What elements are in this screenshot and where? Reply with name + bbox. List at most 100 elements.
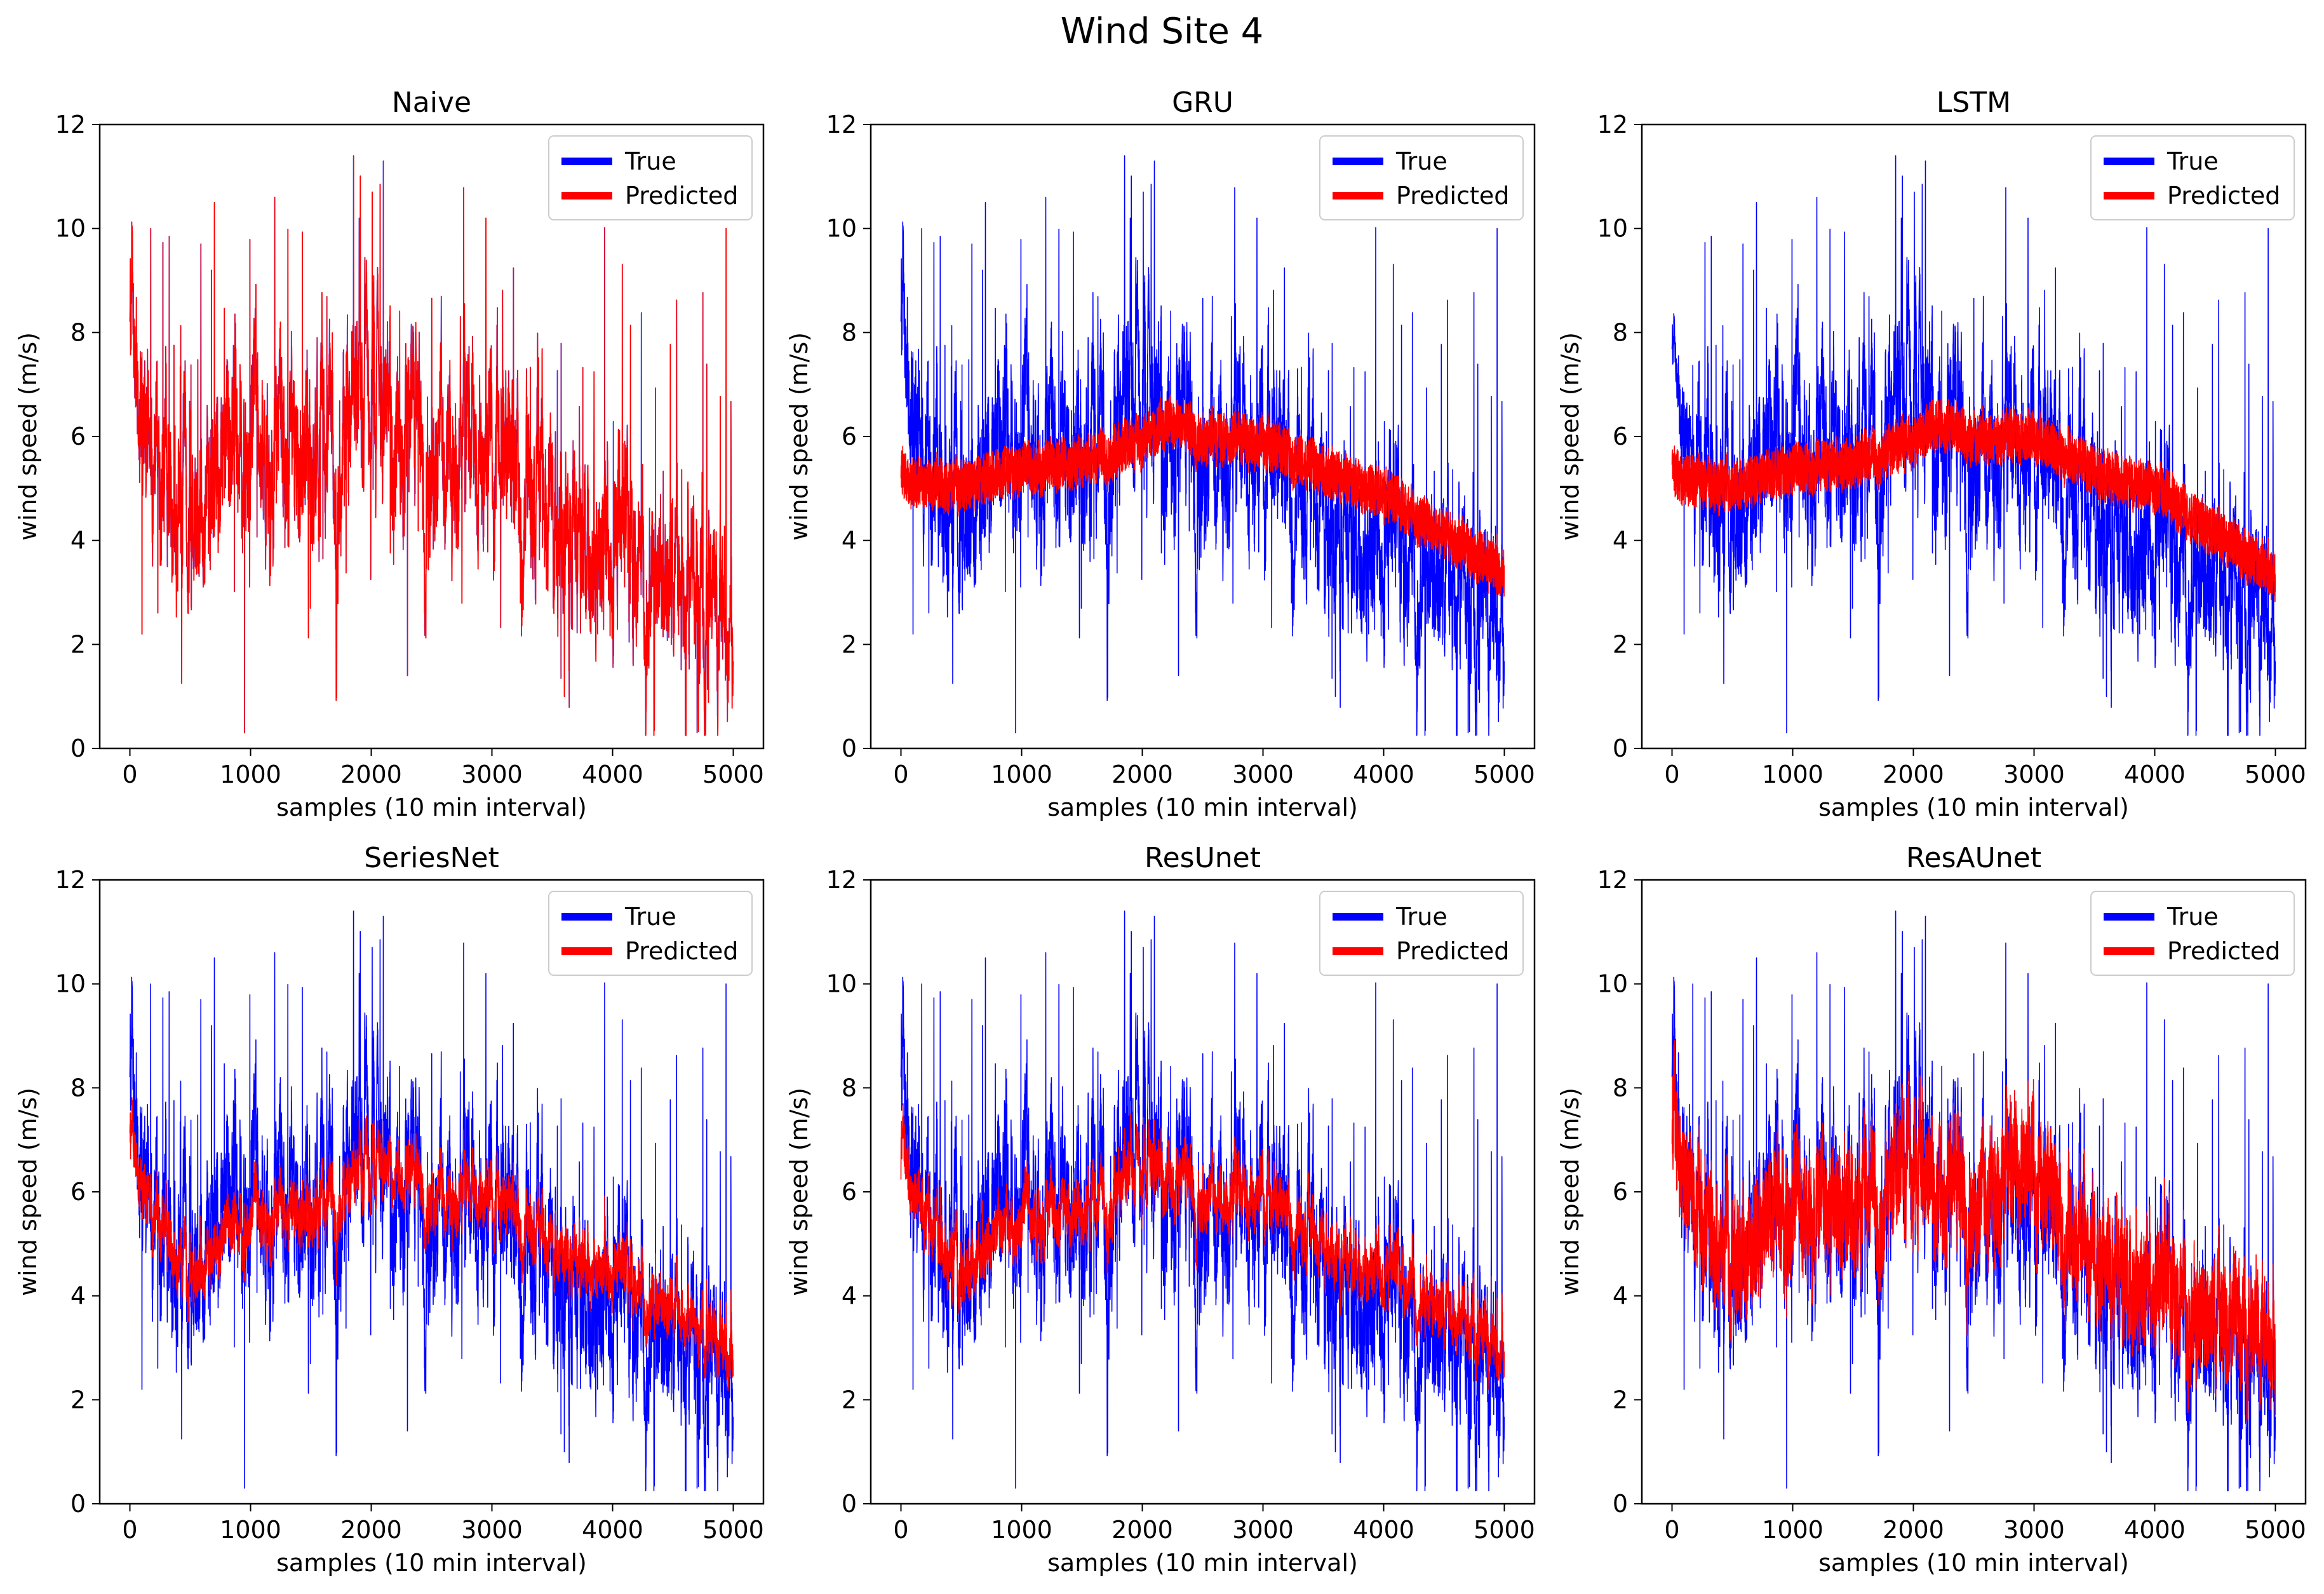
- y-tick-label: 2: [1613, 630, 1628, 658]
- x-tick-label: 3000: [1232, 1516, 1294, 1544]
- y-tick-label: 12: [55, 866, 86, 894]
- y-tick-label: 6: [71, 1178, 86, 1206]
- y-tick-label: 2: [842, 1386, 857, 1414]
- series-predicted-line: [1671, 1040, 2276, 1421]
- panel-title: GRU: [1172, 86, 1233, 119]
- x-tick-label: 4000: [1353, 760, 1414, 788]
- y-axis-label: wind speed (m/s): [14, 1088, 42, 1296]
- series-predicted-line: [129, 1097, 734, 1391]
- y-tick-label: 10: [826, 215, 857, 243]
- y-tick-label: 2: [1613, 1386, 1628, 1414]
- y-tick-label: 8: [71, 1074, 86, 1102]
- y-tick-label: 12: [1597, 866, 1628, 894]
- x-tick-label: 3000: [461, 1516, 523, 1544]
- y-tick-label: 4: [71, 527, 86, 555]
- x-tick-label: 2000: [340, 1516, 402, 1544]
- y-tick-label: 12: [826, 111, 857, 138]
- legend-label-predicted: Predicted: [1396, 182, 1509, 210]
- legend-label-true: True: [2166, 147, 2219, 175]
- y-axis-label: wind speed (m/s): [1556, 332, 1584, 541]
- panel-naive: 0 1000 2000 3000 4000 5000 0 2 4 6 8 10 12 Naive sampl…: [14, 86, 765, 821]
- x-tick-label: 4000: [1353, 1516, 1414, 1544]
- x-tick-label: 2000: [1883, 760, 1944, 788]
- y-tick-label: 10: [55, 215, 86, 243]
- series-predicted-line: [1671, 399, 2276, 603]
- y-tick-label: 12: [55, 111, 86, 138]
- x-tick-label: 0: [122, 760, 137, 788]
- x-tick-label: 5000: [702, 760, 764, 788]
- x-axis-label: samples (10 min interval): [1818, 1549, 2129, 1577]
- y-axis-label: wind speed (m/s): [1556, 1088, 1584, 1296]
- x-tick-label: 0: [893, 760, 908, 788]
- panel-title: Naive: [392, 86, 471, 119]
- x-axis-label: samples (10 min interval): [1818, 794, 2129, 821]
- y-tick-label: 8: [842, 318, 857, 346]
- y-tick-label: 10: [1597, 970, 1628, 998]
- panel-seriesnet: 0 1000 2000 3000 4000 5000 0 2 4 6 8 10 12 SeriesNet s…: [14, 842, 765, 1577]
- x-tick-label: 3000: [461, 760, 523, 788]
- legend-label-true: True: [624, 903, 676, 931]
- y-tick-label: 8: [71, 318, 86, 346]
- y-tick-label: 2: [842, 630, 857, 658]
- y-tick-label: 6: [842, 1178, 857, 1206]
- panel-gru: 0 1000 2000 3000 4000 5000 0 2 4 6 8 10 12 GRU samples…: [785, 86, 1536, 821]
- x-tick-label: 0: [1664, 1516, 1679, 1544]
- y-tick-label: 0: [842, 734, 857, 762]
- y-tick-label: 4: [842, 527, 857, 555]
- x-axis-label: samples (10 min interval): [1047, 794, 1358, 821]
- x-axis-label: samples (10 min interval): [1047, 1549, 1358, 1577]
- legend: True Predicted: [1319, 891, 1524, 976]
- x-tick-label: 5000: [1474, 760, 1535, 788]
- x-tick-label: 1000: [220, 1516, 281, 1544]
- x-tick-label: 4000: [2124, 1516, 2186, 1544]
- x-tick-label: 5000: [2245, 760, 2306, 788]
- y-tick-label: 0: [1613, 734, 1628, 762]
- panel-title: LSTM: [1937, 86, 2011, 119]
- y-tick-label: 2: [71, 1386, 86, 1414]
- x-axis-label: samples (10 min interval): [276, 794, 587, 821]
- y-axis-label: wind speed (m/s): [14, 332, 42, 541]
- figure-title: Wind Site 4: [1060, 11, 1264, 52]
- y-tick-label: 0: [1613, 1490, 1628, 1518]
- legend: True Predicted: [2090, 891, 2295, 976]
- legend-label-predicted: Predicted: [2167, 937, 2280, 965]
- legend-label-true: True: [1395, 147, 1447, 175]
- panel-title: SeriesNet: [364, 842, 499, 874]
- x-tick-label: 4000: [582, 1516, 643, 1544]
- panel-title: ResAUnet: [1906, 842, 2041, 874]
- panel-lstm: 0 1000 2000 3000 4000 5000 0 2 4 6 8 10 12 LSTM sample…: [1556, 86, 2307, 821]
- y-tick-label: 0: [71, 734, 86, 762]
- y-tick-label: 6: [71, 422, 86, 450]
- y-tick-label: 10: [1597, 215, 1628, 243]
- y-tick-label: 6: [842, 422, 857, 450]
- x-axis-label: samples (10 min interval): [276, 1549, 587, 1577]
- x-tick-label: 2000: [1883, 1516, 1944, 1544]
- y-tick-label: 10: [55, 970, 86, 998]
- legend-label-predicted: Predicted: [625, 937, 738, 965]
- x-tick-label: 4000: [2124, 760, 2186, 788]
- y-tick-label: 0: [842, 1490, 857, 1518]
- x-tick-label: 3000: [2003, 1516, 2065, 1544]
- y-tick-label: 12: [826, 866, 857, 894]
- y-tick-label: 12: [1597, 111, 1628, 138]
- legend: True Predicted: [548, 891, 753, 976]
- x-tick-label: 4000: [582, 760, 643, 788]
- y-tick-label: 10: [826, 970, 857, 998]
- x-tick-label: 1000: [1762, 1516, 1824, 1544]
- legend: True Predicted: [1319, 135, 1524, 220]
- x-tick-label: 0: [893, 1516, 908, 1544]
- x-tick-label: 1000: [991, 1516, 1052, 1544]
- legend-label-predicted: Predicted: [1396, 937, 1509, 965]
- series-predicted-line: [129, 155, 734, 736]
- x-tick-label: 5000: [1474, 1516, 1535, 1544]
- x-tick-label: 2000: [1112, 1516, 1173, 1544]
- y-tick-label: 8: [1613, 318, 1628, 346]
- legend-label-true: True: [2166, 903, 2219, 931]
- y-axis-label: wind speed (m/s): [785, 1088, 813, 1296]
- y-tick-label: 2: [71, 630, 86, 658]
- x-tick-label: 2000: [340, 760, 402, 788]
- y-tick-label: 4: [1613, 1282, 1628, 1310]
- legend-label-predicted: Predicted: [2167, 182, 2280, 210]
- y-tick-label: 0: [71, 1490, 86, 1518]
- x-tick-label: 5000: [2245, 1516, 2306, 1544]
